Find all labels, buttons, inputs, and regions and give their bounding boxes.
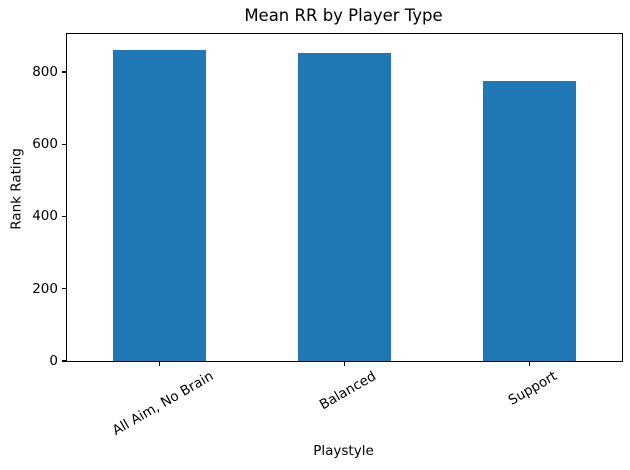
y-tick-mark <box>62 143 67 145</box>
x-tick-label: Support <box>506 368 561 409</box>
y-tick-label: 600 <box>32 136 58 153</box>
plot-area: 0 200 400 600 800 All Aim, No Brain Balanced Su… <box>32 33 623 439</box>
y-tick-label: 800 <box>32 63 58 80</box>
chart-title: Mean RR by Player Type <box>244 6 443 25</box>
y-tick-label: 400 <box>32 208 58 225</box>
y-tick-mark <box>62 215 67 218</box>
x-tick-mark <box>343 361 346 366</box>
x-tick-mark <box>158 361 161 366</box>
y-tick-mark <box>62 360 67 362</box>
y-tick-mark <box>62 71 67 73</box>
x-tick-label: Balanced <box>317 368 380 414</box>
bar-balanced <box>298 52 391 361</box>
x-tick-label: All Aim, No Brain <box>109 368 217 439</box>
bar-support <box>483 81 576 361</box>
x-tick-mark <box>528 361 531 366</box>
y-tick-label: 0 <box>49 353 58 369</box>
y-tick-mark <box>62 288 67 290</box>
y-axis-label: Rank Rating <box>8 148 25 230</box>
x-axis-label: Playstyle <box>313 443 374 459</box>
bar-all-aim-no-brain <box>113 49 206 361</box>
y-tick-label: 200 <box>32 280 58 297</box>
